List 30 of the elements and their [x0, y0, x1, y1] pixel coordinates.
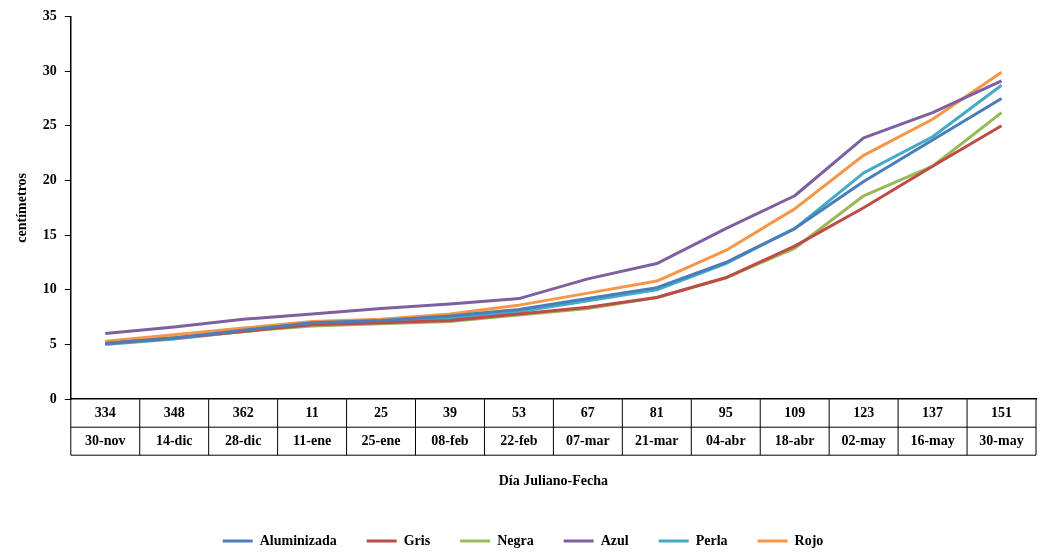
- legend-label: Perla: [695, 532, 728, 548]
- legend-label: Aluminizada: [259, 532, 337, 548]
- x-axis-title: Día Juliano-Fecha: [498, 473, 609, 489]
- y-tick-label: 15: [42, 226, 57, 242]
- y-tick-label: 20: [42, 172, 57, 188]
- legend-label: Gris: [403, 532, 431, 548]
- x-tick-label: 25 25-ene: [361, 404, 401, 448]
- y-tick-label: 25: [42, 117, 57, 133]
- y-axis-title: centímetros: [14, 172, 30, 243]
- x-tick-label: 81 21-mar: [635, 404, 679, 448]
- x-tick-label: 151 30-may: [979, 404, 1024, 448]
- legend-label: Azul: [600, 532, 629, 548]
- x-tick-label: 109 18-abr: [774, 404, 815, 448]
- x-tick-label: 123 02-may: [841, 404, 886, 448]
- x-tick-label: 137 16-may: [910, 404, 955, 448]
- x-tick-label: 348 14-dic: [155, 404, 193, 448]
- x-tick-label: 95 04-abr: [705, 404, 746, 448]
- x-tick-label: 53 22-feb: [500, 404, 538, 448]
- x-tick-label: 39 08-feb: [431, 404, 469, 448]
- x-tick-label: 11 11-ene: [293, 404, 332, 448]
- y-tick-label: 30: [42, 62, 57, 78]
- y-tick-label: 0: [49, 390, 57, 406]
- legend-label: Negra: [497, 532, 534, 548]
- y-tick-label: 35: [42, 8, 57, 24]
- x-tick-label: 67 07-mar: [566, 404, 610, 448]
- x-tick-label: 334 30-nov: [85, 404, 126, 448]
- x-tick-label: 362 28-dic: [224, 404, 262, 448]
- y-tick-label: 10: [42, 281, 57, 297]
- legend-label: Rojo: [794, 532, 824, 548]
- y-tick-label: 5: [49, 336, 57, 352]
